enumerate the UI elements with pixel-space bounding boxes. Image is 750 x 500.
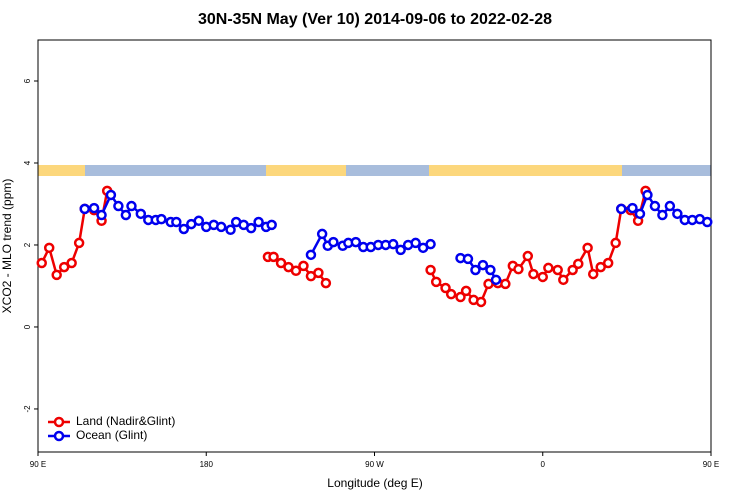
data-point [634, 208, 646, 220]
data-point [135, 208, 147, 220]
data-point [215, 221, 227, 233]
data-point [268, 251, 279, 263]
data-point [430, 276, 442, 288]
data-point [595, 261, 606, 273]
y-tick-label: 2 [23, 242, 32, 247]
data-point [672, 208, 683, 220]
land-band [266, 165, 346, 176]
x-tick-label: 90 E [703, 460, 719, 469]
y-tick-label: -2 [23, 405, 32, 413]
data-point [88, 202, 100, 214]
data-point [440, 282, 451, 294]
data-point [460, 285, 472, 297]
data-point [587, 268, 599, 280]
data-point [657, 209, 668, 221]
data-point [36, 257, 47, 269]
data-point [445, 288, 457, 300]
data-point [79, 203, 90, 215]
data-point [320, 277, 332, 289]
data-point [543, 262, 554, 274]
data-point [528, 268, 539, 280]
y-axis-label: XCO2 - MLO trend (ppm) [0, 179, 14, 314]
data-point [500, 278, 511, 290]
data-point [193, 215, 205, 227]
data-point [425, 238, 436, 250]
x-tick-label: 90 E [30, 460, 46, 469]
data-point [616, 203, 627, 215]
legend-marker [53, 430, 65, 442]
data-point [178, 223, 190, 235]
data-point [558, 274, 569, 286]
y-tick-label: 0 [23, 324, 32, 329]
data-point [156, 213, 167, 225]
data-point [43, 242, 55, 254]
data-point [602, 257, 614, 269]
data-point [120, 209, 132, 221]
data-point [462, 253, 474, 265]
data-point [627, 202, 638, 214]
data-point [51, 269, 62, 281]
data-point [305, 249, 317, 261]
data-point [522, 250, 534, 262]
data-point [702, 216, 713, 228]
data-point [649, 200, 661, 212]
data-point [664, 200, 676, 212]
data-point [245, 222, 257, 234]
data-point [642, 189, 653, 201]
data-point [275, 257, 287, 269]
land-band [38, 165, 85, 176]
data-point [395, 244, 406, 256]
data-point [266, 219, 277, 231]
data-point [485, 264, 496, 276]
data-point [470, 264, 481, 276]
data-point [316, 228, 328, 240]
data-point [225, 224, 236, 236]
data-point [171, 216, 182, 228]
data-point [126, 200, 137, 212]
data-point [475, 296, 487, 308]
data-point [66, 257, 77, 269]
data-point [73, 237, 85, 249]
land-band [429, 165, 622, 176]
data-point [582, 242, 593, 254]
data-point [483, 278, 494, 290]
data-point [425, 264, 436, 276]
land-ocean-strip [38, 165, 711, 176]
legend-label: Ocean (Glint) [76, 428, 147, 442]
data-point [490, 274, 502, 286]
data-point [328, 236, 339, 248]
data-point [455, 291, 466, 303]
data-point [253, 216, 264, 228]
chart-title: 30N-35N May (Ver 10) 2014-09-06 to 2022-… [198, 11, 552, 28]
x-tick-label: 90 W [365, 460, 384, 469]
data-point [410, 237, 421, 249]
data-point [387, 238, 399, 250]
data-point [513, 263, 524, 275]
y-tick-label: 6 [23, 78, 32, 83]
data-point [313, 267, 324, 279]
data-point [610, 237, 621, 249]
data-point [113, 200, 124, 212]
data-point [350, 236, 362, 248]
x-axis-label: Longitude (deg E) [327, 476, 422, 490]
data-point [477, 259, 489, 271]
data-point [105, 189, 117, 201]
data-point [58, 261, 70, 273]
data-point [537, 271, 548, 283]
data-point [290, 265, 302, 277]
data-point [552, 264, 563, 276]
x-tick-label: 0 [541, 460, 546, 469]
legend-label: Land (Nadir&Glint) [76, 414, 175, 428]
data-point [573, 258, 584, 270]
ocean-band [38, 165, 711, 176]
x-tick-label: 180 [200, 460, 214, 469]
legend-marker [53, 416, 65, 428]
data-point [567, 264, 578, 276]
data-point [96, 209, 107, 221]
y-tick-label: 4 [23, 160, 32, 165]
data-point [298, 260, 309, 272]
series-line [84, 192, 708, 281]
